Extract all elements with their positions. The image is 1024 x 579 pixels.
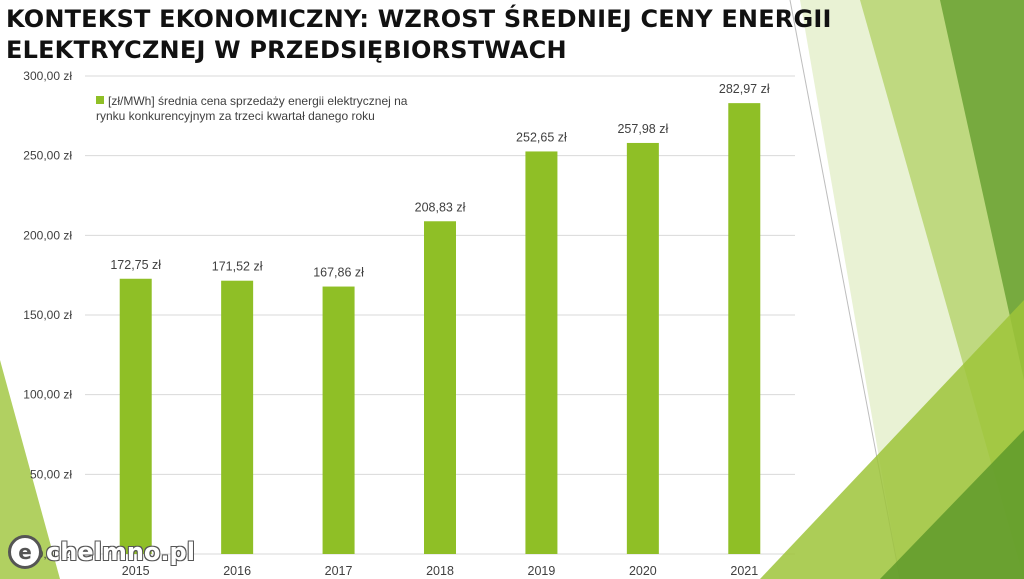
decor-triangle [940, 0, 1024, 380]
bar [119, 278, 152, 554]
x-tick-label: 2018 [426, 564, 454, 578]
legend-text: rynku konkurencyjnym za trzeci kwartał d… [96, 109, 375, 123]
data-label: 171,52 zł [212, 260, 263, 274]
bar [221, 280, 254, 554]
y-tick-label: 100,00 zł [23, 388, 72, 402]
y-tick-label: 200,00 zł [23, 228, 72, 242]
x-tick-label: 2015 [122, 564, 150, 578]
data-label: 172,75 zł [110, 258, 161, 272]
x-tick-label: 2017 [325, 564, 353, 578]
data-label: 208,83 zł [415, 200, 466, 214]
y-tick-label: 50,00 zł [30, 467, 72, 481]
y-tick-label: 250,00 zł [23, 149, 72, 163]
bar [626, 142, 659, 554]
x-tick-label: 2016 [223, 564, 251, 578]
bar [525, 151, 558, 554]
watermark-text: chelmno.pl [46, 538, 195, 566]
watermark: e chelmno.pl [8, 535, 195, 569]
y-tick-label: 300,00 zł [23, 69, 72, 83]
y-tick-label: 150,00 zł [23, 308, 72, 322]
bar [322, 286, 355, 554]
decor-triangle [880, 430, 1024, 579]
data-label: 167,86 zł [313, 266, 364, 280]
bar [728, 103, 761, 555]
slide-title: KONTEKST EKONOMICZNY: WZROST ŚREDNIEJ CE… [6, 5, 832, 64]
data-label: 282,97 zł [719, 82, 770, 96]
legend-text: [zł/MWh] średnia cena sprzedaży energii … [108, 94, 408, 108]
x-tick-label: 2020 [629, 564, 657, 578]
x-tick-label: 2021 [730, 564, 758, 578]
y-tick-label: 0,00 zł [37, 547, 73, 561]
data-label: 252,65 zł [516, 130, 567, 144]
watermark-logo: e [8, 535, 42, 569]
legend-swatch [96, 96, 104, 104]
decor-triangle [0, 360, 60, 579]
x-tick-label: 2019 [528, 564, 556, 578]
data-label: 257,98 zł [617, 122, 668, 136]
bar [424, 221, 456, 554]
